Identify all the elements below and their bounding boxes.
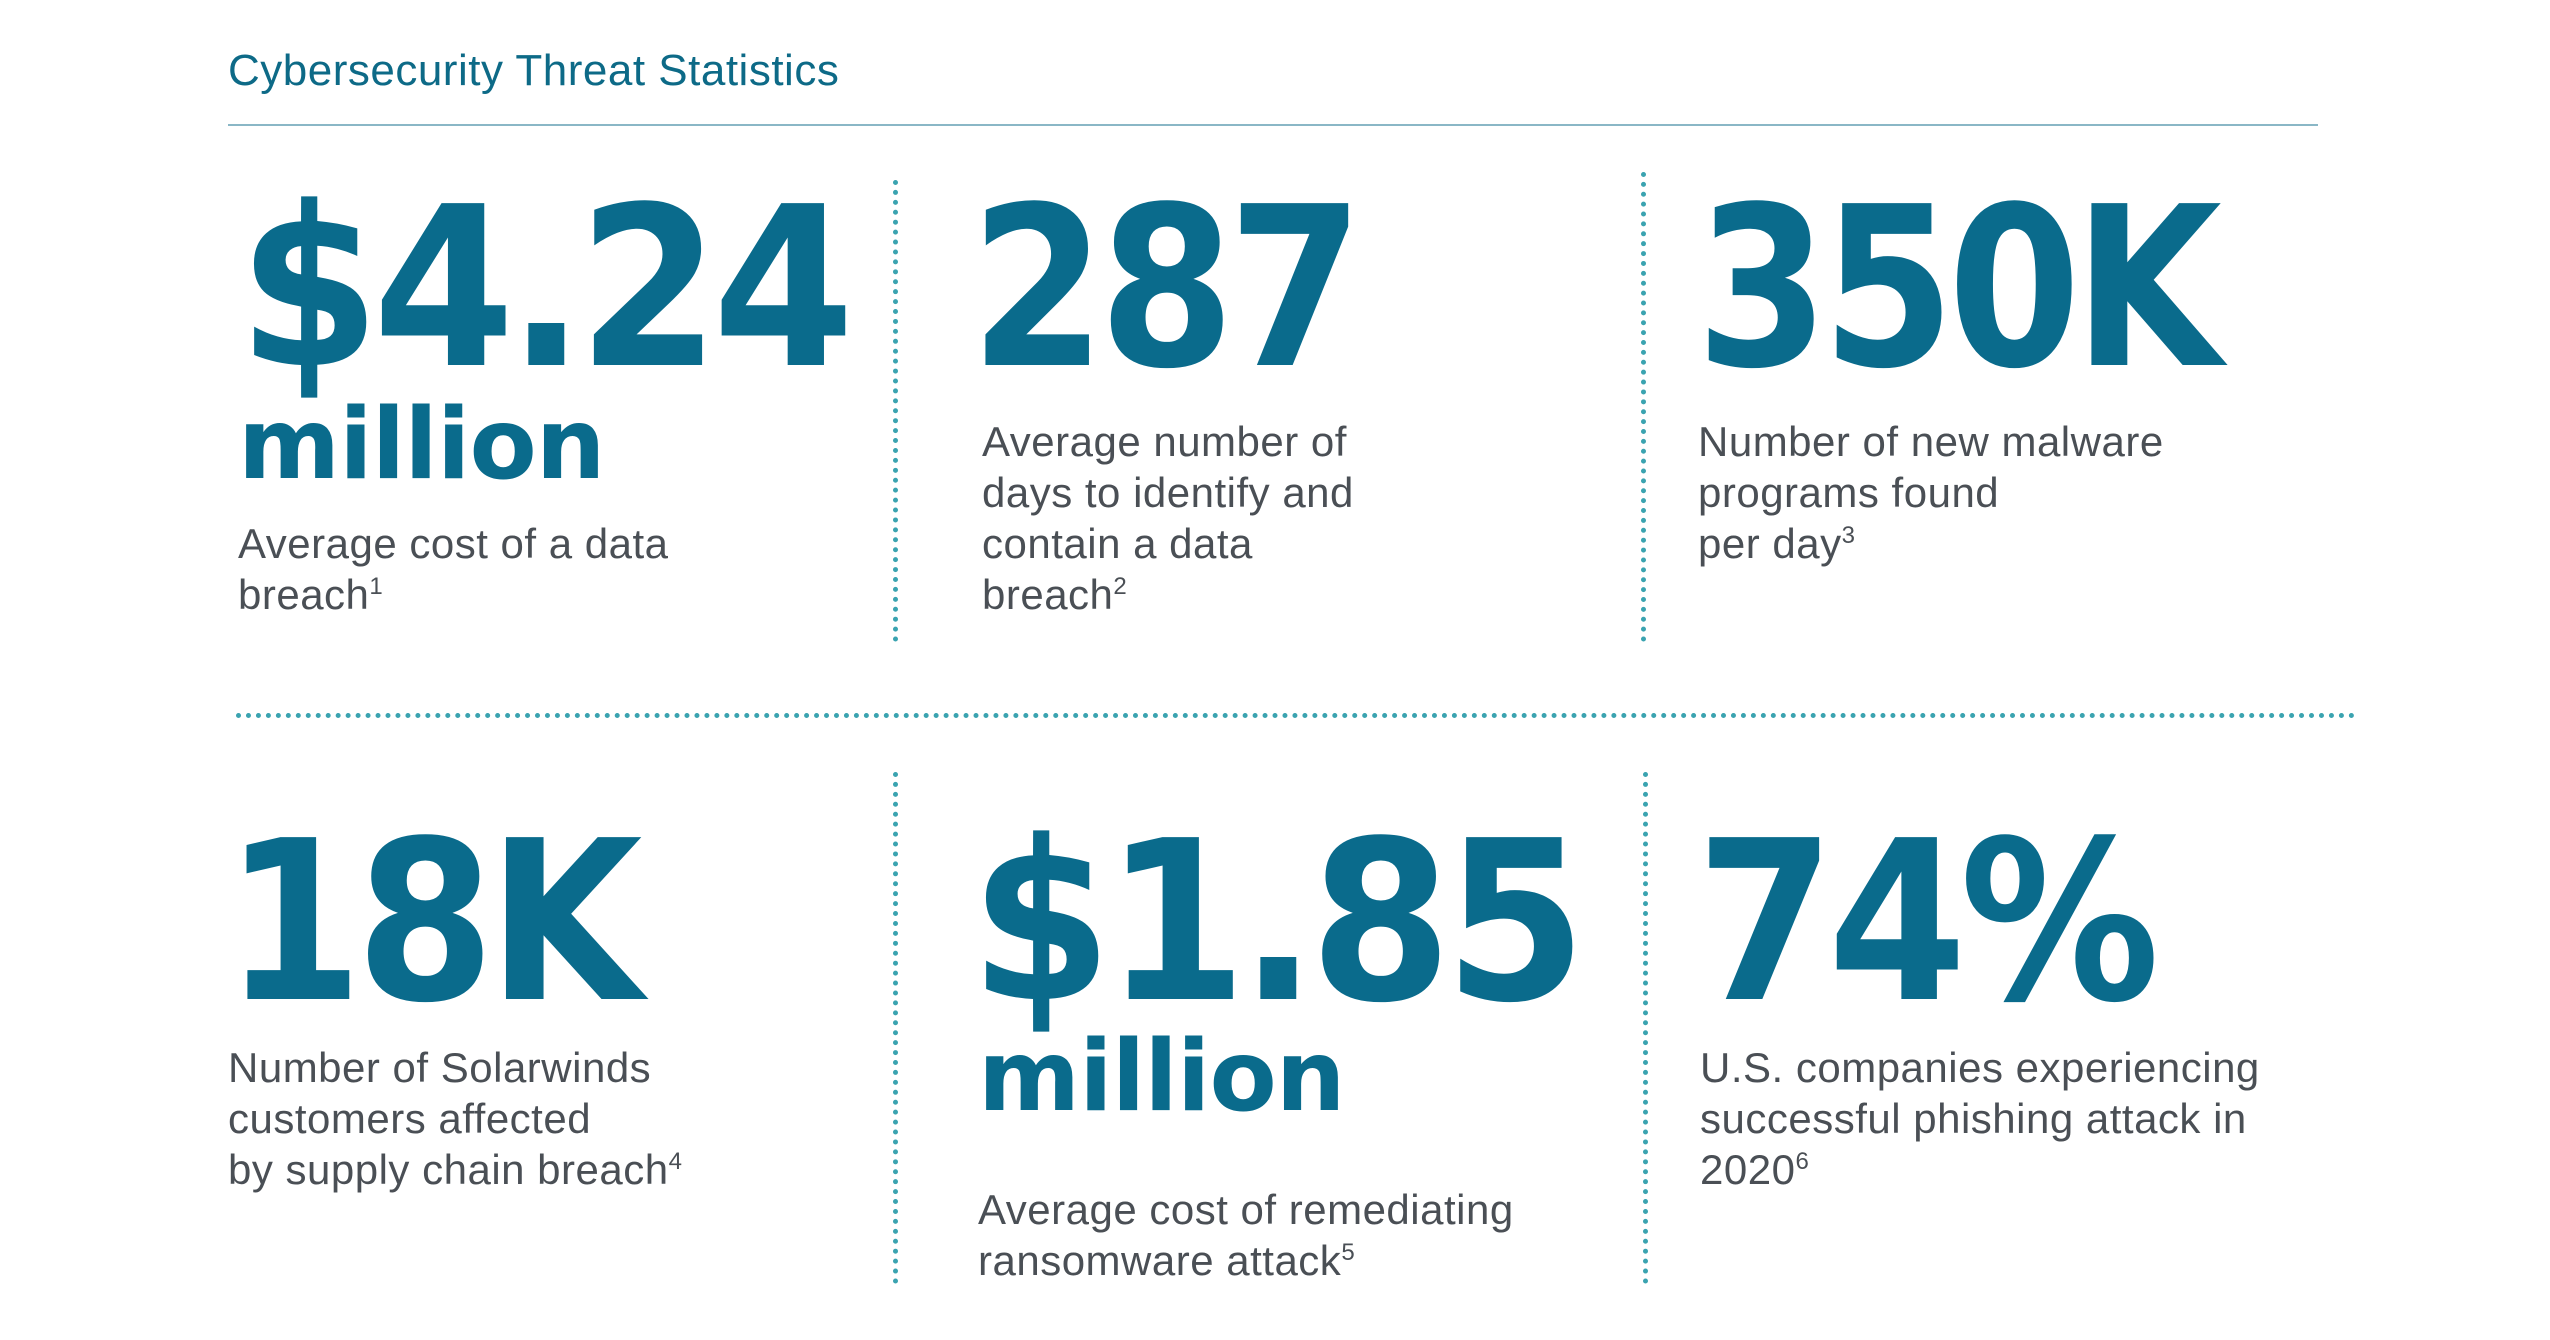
description-line: U.S. companies experiencing [1700, 1044, 2260, 1091]
footnote-marker: 3 [1841, 522, 1856, 549]
column-divider [893, 772, 898, 1284]
description-line: days to identify and [982, 469, 1354, 516]
stat-value: 350K [1696, 160, 2222, 418]
description-line: breach [238, 571, 370, 618]
description-line: by supply chain breach [228, 1146, 669, 1193]
stat-description: Average cost of remediating ransomware a… [978, 1184, 1638, 1286]
stat-average-breach-cost: $4.24 million Average cost of a data bre… [238, 160, 900, 618]
page-title: Cybersecurity Threat Statistics [228, 46, 840, 95]
stat-value: $1.85 [970, 794, 1587, 1052]
stat-description: U.S. companies experiencing successful p… [1700, 1042, 2380, 1195]
description-line: breach [982, 571, 1114, 618]
description-line: Average number of [982, 418, 1347, 465]
title-divider [228, 124, 2318, 126]
description-line: programs found [1698, 469, 2000, 516]
stat-new-malware-per-day: 350K Number of new malware programs foun… [1696, 160, 2299, 567]
stat-description: Number of new malware programs found per… [1698, 416, 2338, 569]
description-line: Number of new malware [1698, 418, 2164, 465]
column-divider [1641, 172, 1646, 642]
column-divider [1643, 772, 1648, 1284]
stat-value: 74% [1696, 794, 2160, 1052]
stat-ransomware-remediation-cost: $1.85 million Average cost of remediatin… [970, 794, 1632, 1284]
stat-solarwinds-customers: 18K Number of Solarwinds customers affec… [224, 794, 682, 1193]
row-divider [236, 713, 2356, 718]
description-line: contain a data [982, 520, 1253, 567]
stat-description: Average number of days to identify and c… [982, 416, 1602, 620]
description-line: Number of Solarwinds [228, 1044, 652, 1091]
footnote-marker: 4 [668, 1148, 683, 1175]
column-divider [893, 180, 898, 642]
footnote-marker: 1 [369, 573, 384, 600]
description-line: per day [1698, 520, 1842, 567]
stat-value: 287 [970, 160, 1364, 418]
footnote-marker: 2 [1113, 573, 1128, 600]
description-line: Average cost of a data [238, 520, 669, 567]
footnote-marker: 5 [1341, 1239, 1356, 1266]
description-line: ransomware attack [978, 1237, 1342, 1284]
stat-value: 18K [224, 794, 642, 1052]
stat-days-to-contain: 287 Average number of days to identify a… [970, 160, 1409, 618]
stat-description: Average cost of a data breach1 [238, 518, 858, 620]
stat-phishing-companies: 74% U.S. companies experiencing successf… [1696, 794, 2259, 1193]
description-line: customers affected [228, 1095, 592, 1142]
description-line: 2020 [1700, 1146, 1796, 1193]
stat-description: Number of Solarwinds customers affected … [228, 1042, 868, 1195]
stat-unit: million [978, 1020, 1346, 1134]
description-line: successful phishing attack in [1700, 1095, 2247, 1142]
description-line: Average cost of remediating [978, 1186, 1514, 1233]
footnote-marker: 6 [1795, 1148, 1810, 1175]
stat-value: $4.24 [238, 160, 855, 418]
stat-unit: million [238, 388, 606, 502]
